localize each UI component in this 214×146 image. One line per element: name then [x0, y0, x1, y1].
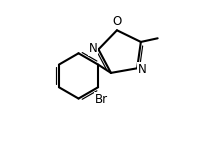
Text: N: N — [89, 42, 97, 55]
Text: N: N — [138, 63, 147, 76]
Text: O: O — [113, 15, 122, 28]
Text: Br: Br — [95, 93, 108, 106]
